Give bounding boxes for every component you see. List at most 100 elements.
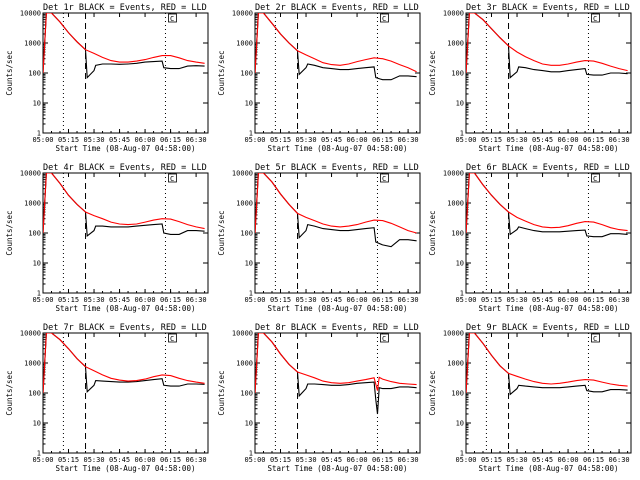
y-tick-label: 1 — [460, 290, 464, 298]
y-axis-label: Counts/sec — [428, 210, 437, 255]
detector-panel-7: Det 7r BLACK = Events, RED = LLD 05:00 05:… — [5, 323, 209, 473]
x-tick-label: 06:00 — [347, 456, 368, 464]
x-tick-label: 05:00 — [455, 296, 476, 304]
annotation-box — [168, 173, 177, 183]
x-tick-label: 05:15 — [270, 136, 291, 144]
y-tick-label: 1000 — [236, 200, 253, 208]
x-tick-label: 05:15 — [58, 296, 79, 304]
plot-frame — [465, 12, 632, 134]
x-tick-label: 06:30 — [398, 456, 419, 464]
x-tick-label: 06:00 — [135, 296, 156, 304]
y-tick-label: 10000 — [20, 170, 41, 178]
y-tick-label: 1000 — [236, 360, 253, 368]
y-tick-label: 1000 — [236, 40, 253, 48]
y-tick-label: 100 — [240, 390, 253, 398]
annotation-box — [168, 13, 177, 23]
plot-frame — [465, 332, 632, 454]
events-series-line — [255, 13, 417, 81]
x-tick-label: 05:00 — [455, 456, 476, 464]
y-tick-label: 10 — [33, 260, 41, 268]
x-tick-label: 06:30 — [186, 296, 207, 304]
y-axis-label: Counts/sec — [5, 50, 14, 95]
x-tick-label: 06:30 — [186, 136, 207, 144]
x-tick-label: 05:45 — [321, 136, 342, 144]
x-axis-label: Start Time (08-Aug-07 04:58:00) — [479, 464, 619, 473]
annotation-label: C — [170, 335, 174, 343]
y-tick-label: 100 — [451, 230, 464, 238]
x-tick-label: 05:45 — [109, 456, 130, 464]
detector-panel-4: Det 4r BLACK = Events, RED = LLD 05:00 05:… — [5, 163, 209, 313]
x-tick-label: 06:15 — [160, 296, 181, 304]
x-tick-label: 05:15 — [481, 456, 502, 464]
y-tick-label: 10 — [245, 100, 253, 108]
y-tick-label: 10 — [456, 100, 464, 108]
events-series-line — [466, 333, 628, 396]
x-tick-label: 05:30 — [295, 456, 316, 464]
events-series-line — [255, 173, 417, 248]
x-tick-label: 06:00 — [135, 456, 156, 464]
lld-series-line — [466, 173, 628, 234]
y-axis-label: Counts/sec — [217, 50, 226, 95]
detector-panel-3: Det 3r BLACK = Events, RED = LLD 05:00 05:… — [428, 3, 632, 153]
x-tick-label: 06:15 — [583, 296, 604, 304]
y-tick-label: 10 — [456, 420, 464, 428]
annotation-box — [591, 13, 600, 23]
x-axis-label: Start Time (08-Aug-07 04:58:00) — [268, 464, 408, 473]
x-tick-label: 05:00 — [244, 296, 265, 304]
lld-series-line — [43, 173, 205, 234]
y-tick-label: 1000 — [24, 40, 41, 48]
x-tick-label: 06:30 — [398, 136, 419, 144]
y-axis-label: Counts/sec — [217, 210, 226, 255]
x-axis-label: Start Time (08-Aug-07 04:58:00) — [56, 464, 196, 473]
lld-series-line — [255, 333, 417, 394]
y-tick-label: 10000 — [443, 10, 464, 18]
events-series-line — [43, 333, 205, 394]
y-tick-label: 100 — [28, 230, 41, 238]
x-tick-label: 06:00 — [558, 456, 579, 464]
x-tick-label: 05:00 — [244, 456, 265, 464]
x-tick-label: 06:15 — [372, 456, 393, 464]
x-tick-label: 05:15 — [270, 296, 291, 304]
y-tick-label: 1 — [249, 130, 253, 138]
lld-series-line — [466, 13, 628, 74]
events-series-line — [255, 333, 417, 415]
x-tick-label: 06:15 — [372, 296, 393, 304]
lld-series-line — [43, 333, 205, 394]
detector-panel-9: Det 9r BLACK = Events, RED = LLD 05:00 05:… — [428, 323, 632, 473]
x-tick-label: 06:30 — [186, 456, 207, 464]
x-axis-label: Start Time (08-Aug-07 04:58:00) — [268, 304, 408, 313]
x-tick-label: 05:00 — [455, 136, 476, 144]
y-tick-label: 10000 — [20, 330, 41, 338]
y-tick-label: 100 — [451, 390, 464, 398]
y-tick-label: 10000 — [443, 330, 464, 338]
panel-title: Det 3r BLACK = Events, RED = LLD — [466, 3, 630, 13]
annotation-box — [380, 13, 389, 23]
detector-panel-5: Det 5r BLACK = Events, RED = LLD 05:00 05:… — [217, 163, 421, 313]
x-tick-label: 05:45 — [532, 136, 553, 144]
detector-panel-6: Det 6r BLACK = Events, RED = LLD 05:00 05:… — [428, 163, 632, 313]
plot-frame — [465, 172, 632, 294]
y-axis-label: Counts/sec — [428, 370, 437, 415]
x-tick-label: 06:30 — [609, 456, 630, 464]
y-tick-label: 1000 — [24, 360, 41, 368]
x-axis-label: Start Time (08-Aug-07 04:58:00) — [56, 144, 196, 153]
x-tick-label: 05:30 — [83, 296, 104, 304]
x-tick-label: 05:15 — [270, 456, 291, 464]
y-tick-label: 10 — [245, 420, 253, 428]
y-tick-label: 100 — [28, 70, 41, 78]
x-tick-label: 05:00 — [32, 136, 53, 144]
plot-frame — [254, 172, 421, 294]
y-tick-label: 1 — [37, 130, 41, 138]
y-tick-label: 1 — [249, 450, 253, 458]
x-axis-label: Start Time (08-Aug-07 04:58:00) — [479, 304, 619, 313]
panel-title: Det 8r BLACK = Events, RED = LLD — [255, 323, 419, 333]
detector-panel-2: Det 2r BLACK = Events, RED = LLD 05:00 05:… — [217, 3, 421, 153]
annotation-box — [380, 173, 389, 183]
y-tick-label: 10000 — [232, 330, 253, 338]
plot-frame — [254, 332, 421, 454]
y-tick-label: 1000 — [447, 200, 464, 208]
y-tick-label: 1 — [460, 130, 464, 138]
y-tick-label: 10 — [33, 100, 41, 108]
lld-series-line — [43, 13, 205, 74]
y-tick-label: 1000 — [24, 200, 41, 208]
